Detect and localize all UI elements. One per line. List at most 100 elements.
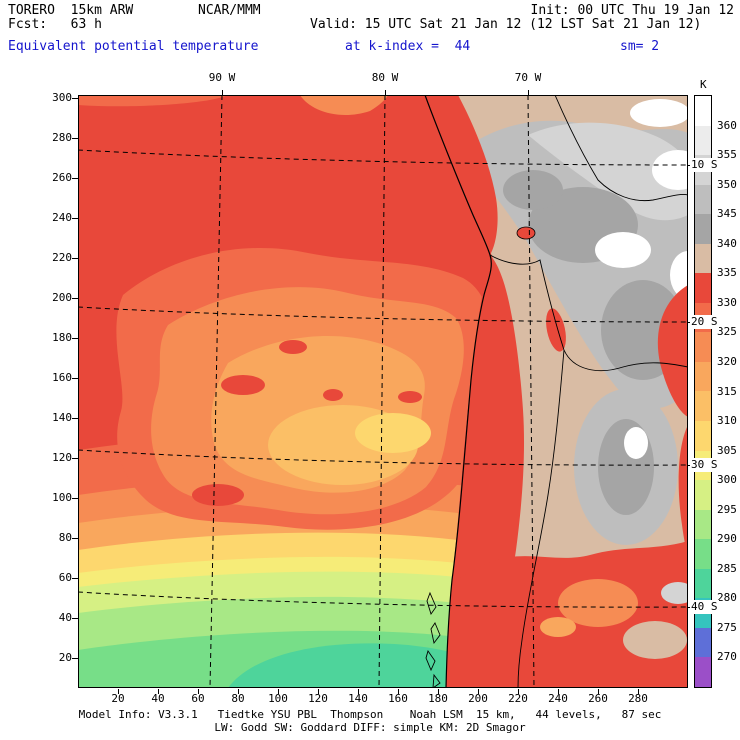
- colorbar-tick-label: 290: [717, 532, 737, 546]
- plot-frame: [78, 95, 688, 688]
- colorbar-segment: [695, 273, 711, 303]
- y-axis-tick: [72, 338, 78, 339]
- x-axis-tick-label: 220: [508, 692, 528, 705]
- central-orange-region: [116, 247, 491, 530]
- coastal-islands: [425, 591, 441, 688]
- colorbar-segment: [695, 96, 711, 126]
- x-axis-tick-label: 280: [628, 692, 648, 705]
- colorbar-segment: [695, 361, 711, 392]
- colorbar-tick-label: 355: [717, 148, 737, 162]
- colorbar-segment: [695, 568, 711, 599]
- y-axis-tick: [72, 418, 78, 419]
- borders: [425, 95, 688, 688]
- colorbar-segment: [695, 214, 711, 244]
- y-axis-tick-label: 40: [58, 611, 72, 624]
- y-axis-tick-label: 220: [52, 251, 72, 264]
- colorbar-tick-label: 300: [717, 473, 737, 487]
- init-time-label: Init: 00 UTC Thu 19 Jan 12: [530, 3, 735, 18]
- y-axis-tick: [72, 458, 78, 459]
- y-axis-tick: [72, 658, 78, 659]
- latitude-label: 40 S: [690, 600, 719, 614]
- y-axis-tick: [72, 98, 78, 99]
- colorbar-tick-label: 285: [717, 561, 737, 575]
- land-region: [425, 95, 688, 688]
- latitude-label: 20 S: [690, 315, 719, 329]
- y-axis-tick: [72, 498, 78, 499]
- colorbar-tick-label: 295: [717, 502, 737, 516]
- y-axis-tick-label: 280: [52, 131, 72, 144]
- y-axis-tick: [72, 258, 78, 259]
- y-axis-tick-label: 240: [52, 211, 72, 224]
- colorbar-segment: [695, 125, 711, 156]
- x-axis-tick-label: 180: [428, 692, 448, 705]
- field-name-label: Equivalent potential temperature: [8, 39, 259, 54]
- y-axis-tick: [72, 218, 78, 219]
- map-plot: [78, 95, 688, 688]
- colorbar-tick-label: 310: [717, 414, 737, 428]
- top-axis-tick: [222, 90, 223, 95]
- model-title: TORERO 15km ARW: [8, 3, 134, 18]
- y-axis-tick-label: 20: [58, 651, 72, 664]
- x-axis-tick: [118, 689, 119, 694]
- colorbar-tick-label: 330: [717, 295, 737, 309]
- x-axis-tick: [438, 689, 439, 694]
- x-axis-tick: [358, 689, 359, 694]
- coastline: [424, 95, 492, 688]
- x-axis-tick-label: 60: [191, 692, 205, 705]
- model-info-line: Model Info: V3.3.1 Tiedtke YSU PBL Thomp…: [78, 708, 662, 721]
- colorbar-tick-label: 275: [717, 620, 737, 634]
- colorbar-segment: [695, 509, 711, 540]
- x-axis-tick: [318, 689, 319, 694]
- y-axis-tick-label: 200: [52, 291, 72, 304]
- x-axis-tick: [558, 689, 559, 694]
- graticule: [78, 95, 688, 688]
- y-axis-tick: [72, 178, 78, 179]
- x-axis-tick: [478, 689, 479, 694]
- x-axis-tick-label: 120: [308, 692, 328, 705]
- y-axis-tick: [72, 378, 78, 379]
- colorbar-segment: [695, 657, 711, 687]
- colorbar-tick-label: 320: [717, 354, 737, 368]
- x-axis-tick-label: 100: [268, 692, 288, 705]
- y-axis-tick: [72, 578, 78, 579]
- colorbar-tick-label: 345: [717, 207, 737, 221]
- lake-titicaca-spot: [516, 226, 536, 240]
- colorbar-tick-label: 315: [717, 384, 737, 398]
- x-axis-tick-label: 80: [231, 692, 245, 705]
- colorbar-segment: [695, 539, 711, 569]
- longitude-label: 90 W: [208, 71, 236, 84]
- x-axis-tick-label: 20: [111, 692, 125, 705]
- colorbar-segment: [695, 243, 711, 274]
- colorbar-segment: [695, 627, 711, 658]
- x-axis-tick-label: 40: [151, 692, 165, 705]
- colorbar-tick-label: 350: [717, 177, 737, 191]
- x-axis-tick: [278, 689, 279, 694]
- y-axis-tick: [72, 618, 78, 619]
- latitude-label: 30 S: [690, 458, 719, 472]
- x-axis-tick: [238, 689, 239, 694]
- latitude-label: 10 S: [690, 158, 719, 172]
- colorbar-tick-label: 325: [717, 325, 737, 339]
- x-axis-tick-label: 140: [348, 692, 368, 705]
- colorbar-segment: [695, 391, 711, 422]
- longitude-label: 80 W: [371, 71, 399, 84]
- x-axis-tick: [598, 689, 599, 694]
- forecast-hour-label: Fcst: 63 h: [8, 17, 102, 32]
- x-axis-tick: [158, 689, 159, 694]
- y-axis-tick-label: 260: [52, 171, 72, 184]
- valid-time-label: Valid: 15 UTC Sat 21 Jan 12 (12 LST Sat …: [310, 17, 702, 32]
- colorbar-tick-label: 280: [717, 591, 737, 605]
- colorbar-unit-label: K: [700, 78, 707, 91]
- colorbar-tick-label: 340: [717, 236, 737, 250]
- y-axis-tick-label: 160: [52, 371, 72, 384]
- colorbar-segment: [695, 184, 711, 215]
- x-axis-tick-label: 200: [468, 692, 488, 705]
- colorbar-tick-label: 270: [717, 650, 737, 664]
- x-axis-tick: [638, 689, 639, 694]
- top-axis-tick: [528, 90, 529, 95]
- level-label: at k-index = 44: [345, 39, 471, 54]
- x-axis-tick-label: 160: [388, 692, 408, 705]
- colorbar-tick-label: 305: [717, 443, 737, 457]
- y-axis-tick-label: 60: [58, 571, 72, 584]
